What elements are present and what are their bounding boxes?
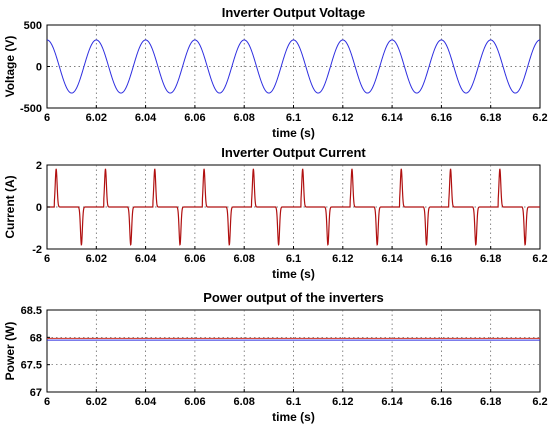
x-tick-label: 6.08 [233,112,254,124]
x-tick-label: 6 [44,396,50,408]
y-axis-label: Voltage (V) [3,36,17,98]
x-tick-label: 6.2 [532,112,547,124]
x-tick-label: 6.12 [332,253,353,265]
x-tick-label: 6.2 [532,396,547,408]
x-tick-label: 6.06 [184,112,205,124]
y-tick-label: -500 [20,103,42,115]
x-tick-label: 6 [44,112,50,124]
chart-title: Inverter Output Voltage [222,5,366,20]
x-tick-label: 6.14 [381,112,403,124]
series-line-1 [46,39,541,94]
x-tick-label: 6.14 [381,253,403,265]
x-tick-label: 6.04 [135,396,157,408]
x-tick-label: 6.1 [286,396,301,408]
x-tick-label: 6.06 [184,396,205,408]
x-tick-label: 6.02 [86,112,107,124]
y-axis-label: Power (W) [3,322,17,381]
x-tick-label: 6.08 [233,396,254,408]
y-tick-label: 2 [36,160,42,172]
x-axis-label: time (s) [272,126,315,140]
x-tick-label: 6.18 [480,112,501,124]
y-tick-label: 500 [24,20,42,32]
x-tick-label: 6.1 [286,253,301,265]
y-tick-label: 68 [30,332,42,344]
x-tick-label: 6 [44,253,50,265]
x-tick-label: 6.14 [381,396,403,408]
x-tick-label: 6.02 [86,253,107,265]
chart-panel-1: 6 6.02 6.04 6.06 6.08 6.1 6.12 6.14 6.16 6.18 6.2 -… [3,5,548,140]
x-tick-label: 6.1 [286,112,301,124]
y-tick-label: 67 [30,387,42,399]
grid-lines [47,25,540,108]
x-tick-label: 6.12 [332,396,353,408]
x-tick-label: 6.18 [480,253,501,265]
series-line-1 [47,168,540,246]
x-tick-label: 6.02 [86,396,107,408]
chart-panel-3: 6 6.02 6.04 6.06 6.08 6.1 6.12 6.14 6.16 6.18 6.2 6… [3,290,548,424]
x-tick-label: 6.12 [332,112,353,124]
x-tick-label: 6.2 [532,253,547,265]
y-tick-label: 0 [36,62,42,74]
y-tick-label: 0 [36,202,42,214]
y-axis-label: Current (A) [3,175,17,238]
x-tick-label: 6.16 [431,396,452,408]
chart-panel-2: 6 6.02 6.04 6.06 6.08 6.1 6.12 6.14 6.16 6.18 6.2 -… [3,145,548,281]
chart-title: Inverter Output Current [221,145,366,160]
x-tick-label: 6.18 [480,396,501,408]
x-tick-label: 6.16 [431,112,452,124]
x-axis-label: time (s) [272,267,315,281]
x-tick-label: 6.06 [184,253,205,265]
y-tick-label: 68.5 [21,305,42,317]
y-tick-label: 67.5 [21,360,42,372]
x-tick-label: 6.04 [135,253,157,265]
x-tick-label: 6.16 [431,253,452,265]
x-tick-label: 6.04 [135,112,157,124]
chart-title: Power output of the inverters [203,290,384,305]
grid-lines [47,310,540,392]
y-tick-label: -2 [32,244,42,256]
x-axis-label: time (s) [272,410,315,424]
x-tick-label: 6.08 [233,253,254,265]
